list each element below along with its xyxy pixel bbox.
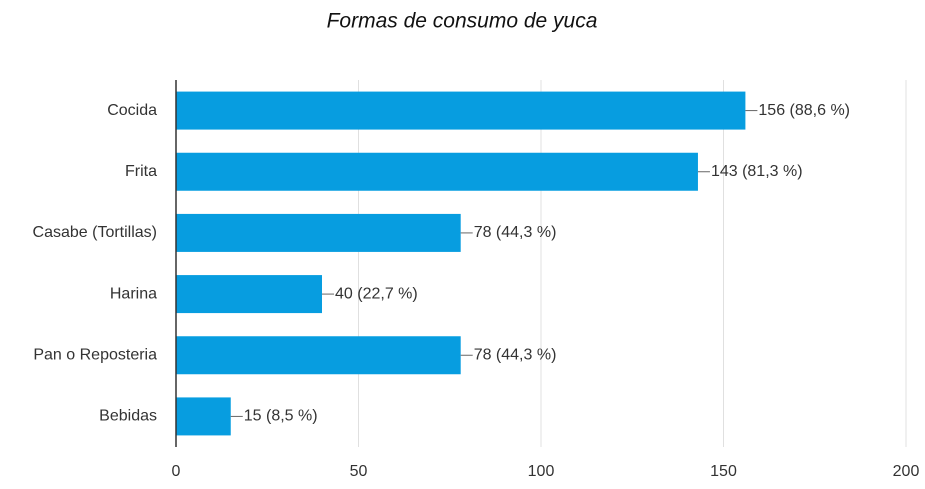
x-tick-label: 50: [350, 463, 368, 480]
bar: [176, 397, 231, 436]
bar: [176, 336, 461, 375]
x-tick-label: 0: [172, 463, 181, 480]
y-tick-label: Frita: [125, 163, 157, 180]
x-tick-label: 150: [710, 463, 737, 480]
y-tick-label: Harina: [110, 285, 157, 302]
bar: [176, 91, 746, 130]
value-label: 78 (44,3 %): [474, 346, 557, 363]
value-label: 40 (22,7 %): [335, 285, 418, 302]
value-label: 15 (8,5 %): [244, 408, 318, 425]
y-tick-label: Casabe (Tortillas): [33, 224, 157, 241]
x-tick-label: 200: [893, 463, 920, 480]
y-tick-label: Pan o Reposteria: [33, 346, 157, 363]
x-tick-label: 100: [528, 463, 555, 480]
y-tick-label: Cocida: [107, 102, 157, 119]
bar: [176, 275, 322, 314]
value-label: 78 (44,3 %): [474, 224, 557, 241]
bar: [176, 152, 698, 191]
chart-title: Formas de consumo de yuca: [327, 10, 598, 33]
value-label: 143 (81,3 %): [711, 163, 803, 180]
y-tick-label: Bebidas: [99, 408, 157, 425]
bar: [176, 213, 461, 252]
value-label: 156 (88,6 %): [758, 102, 850, 119]
